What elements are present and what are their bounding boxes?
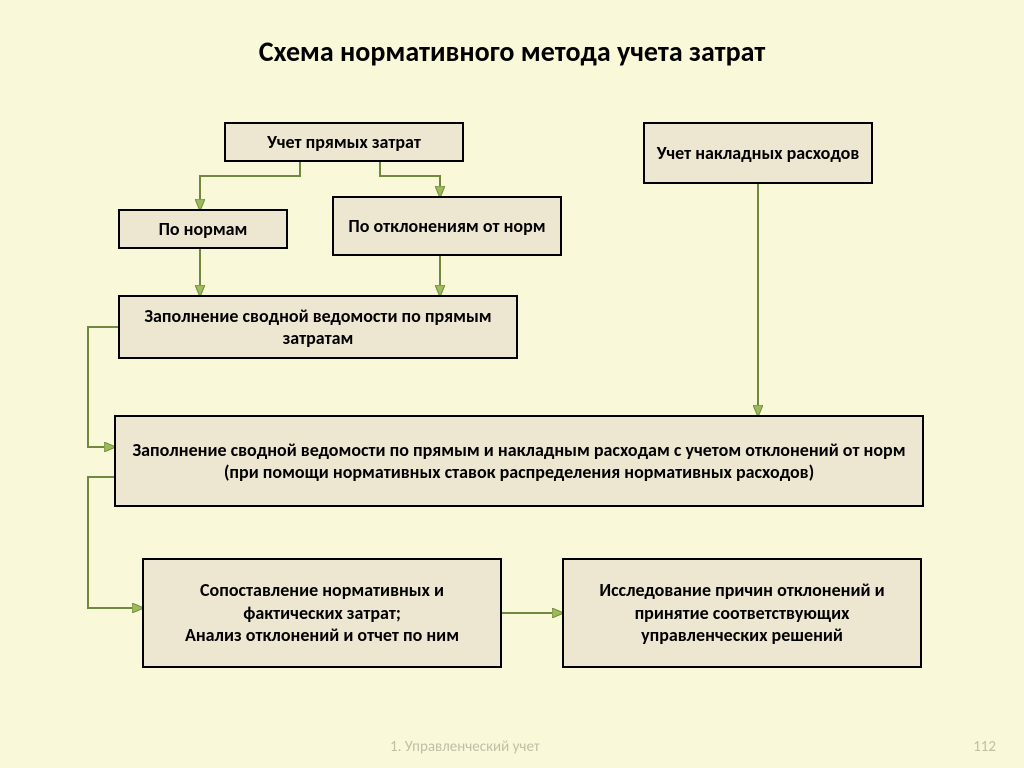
flowchart-edge	[380, 162, 440, 196]
slide: Схема нормативного метода учета затрат У…	[0, 0, 1024, 768]
flowchart-node: Сопоставление нормативных и фактических …	[142, 558, 502, 668]
flowchart-node: Заполнение сводной ведомости по прямым и…	[114, 415, 924, 507]
flowchart-node: Заполнение сводной ведомости по прямым з…	[118, 295, 518, 359]
flowchart-node: По нормам	[118, 209, 288, 249]
flowchart-node: По отклонениям от норм	[332, 196, 562, 256]
flowchart-node: Исследование причин отклонений и приняти…	[562, 558, 922, 668]
flowchart-node: Учет накладных расходов	[643, 122, 873, 184]
footer-text: 1. Управленческий учет	[390, 738, 540, 756]
page-number: 112	[973, 738, 996, 756]
flowchart-node: Учет прямых затрат	[224, 122, 464, 162]
flowchart-edge	[200, 162, 300, 209]
slide-title: Схема нормативного метода учета затрат	[0, 34, 1024, 69]
